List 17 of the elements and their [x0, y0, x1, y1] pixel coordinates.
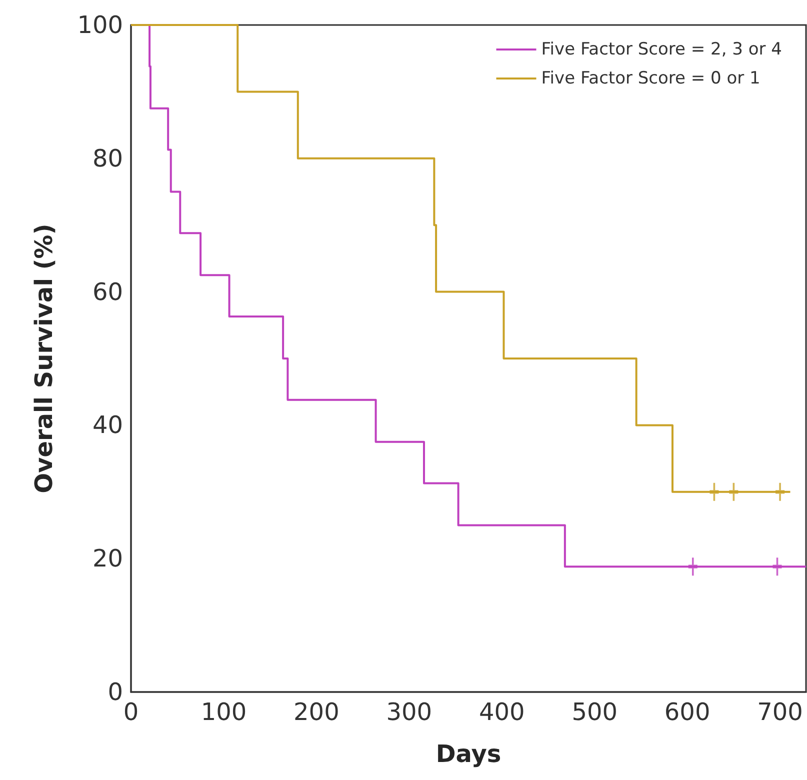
- y-tick-label: 40: [92, 411, 123, 440]
- x-axis-title: Days: [436, 740, 502, 768]
- x-tick-label: 400: [478, 698, 525, 726]
- y-tick-label: 60: [92, 278, 123, 306]
- y-tick-label: 80: [92, 144, 123, 172]
- y-tick-label: 20: [92, 544, 123, 573]
- y-tick-label: 100: [77, 11, 123, 39]
- x-tick-label: 600: [664, 698, 710, 726]
- x-tick-label: 700: [757, 698, 803, 726]
- legend-label: Five Factor Score = 2, 3 or 4: [541, 40, 782, 60]
- legend-label: Five Factor Score = 0 or 1: [541, 68, 760, 88]
- x-tick-label: 300: [386, 698, 432, 726]
- x-tick-label: 100: [200, 698, 247, 726]
- x-tick-label: 500: [572, 698, 618, 726]
- y-axis-title: Overall Survival (%): [30, 224, 58, 494]
- y-tick-label: 0: [108, 678, 123, 706]
- x-tick-label: 200: [294, 698, 340, 726]
